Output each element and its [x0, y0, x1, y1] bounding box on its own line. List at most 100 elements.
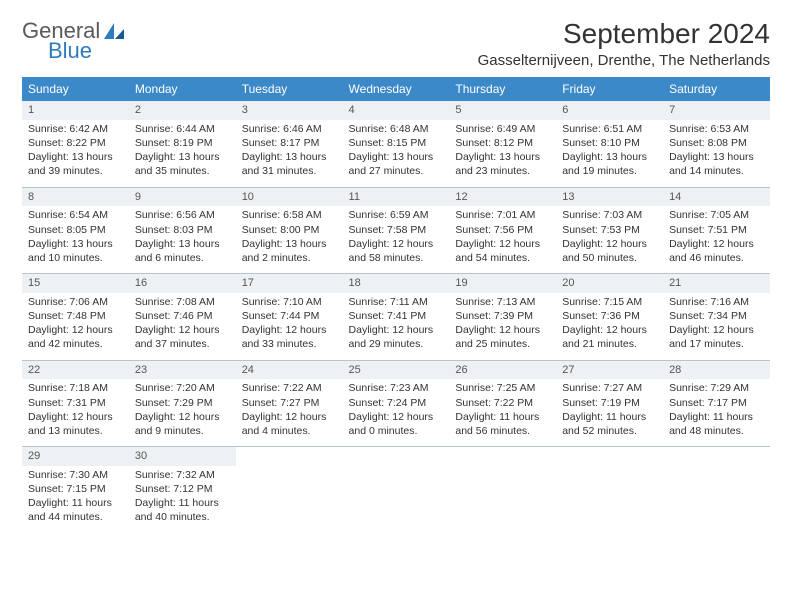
calendar-cell: 14Sunrise: 7:05 AMSunset: 7:51 PMDayligh…: [663, 187, 770, 274]
daylight-line: Daylight: 11 hours and 44 minutes.: [28, 496, 123, 524]
day-number: 30: [129, 447, 236, 466]
sunset-line: Sunset: 7:44 PM: [242, 309, 337, 323]
daylight-line: Daylight: 13 hours and 31 minutes.: [242, 150, 337, 178]
calendar-cell: 12Sunrise: 7:01 AMSunset: 7:56 PMDayligh…: [449, 187, 556, 274]
sunset-line: Sunset: 7:41 PM: [349, 309, 444, 323]
calendar-cell: 7Sunrise: 6:53 AMSunset: 8:08 PMDaylight…: [663, 101, 770, 187]
sunrise-line: Sunrise: 7:06 AM: [28, 295, 123, 309]
sunrise-line: Sunrise: 7:23 AM: [349, 381, 444, 395]
sunset-line: Sunset: 7:36 PM: [562, 309, 657, 323]
calendar-header-row: SundayMondayTuesdayWednesdayThursdayFrid…: [22, 77, 770, 101]
daylight-line: Daylight: 13 hours and 10 minutes.: [28, 237, 123, 265]
calendar-cell: 11Sunrise: 6:59 AMSunset: 7:58 PMDayligh…: [343, 187, 450, 274]
logo: General Blue: [22, 18, 126, 44]
sunset-line: Sunset: 8:00 PM: [242, 223, 337, 237]
day-number: 25: [343, 361, 450, 380]
daylight-line: Daylight: 12 hours and 0 minutes.: [349, 410, 444, 438]
sunset-line: Sunset: 7:22 PM: [455, 396, 550, 410]
daylight-line: Daylight: 13 hours and 6 minutes.: [135, 237, 230, 265]
calendar-row: 8Sunrise: 6:54 AMSunset: 8:05 PMDaylight…: [22, 187, 770, 274]
sunrise-line: Sunrise: 6:44 AM: [135, 122, 230, 136]
sunset-line: Sunset: 7:24 PM: [349, 396, 444, 410]
calendar-cell: 10Sunrise: 6:58 AMSunset: 8:00 PMDayligh…: [236, 187, 343, 274]
sunrise-line: Sunrise: 7:03 AM: [562, 208, 657, 222]
calendar-cell: 19Sunrise: 7:13 AMSunset: 7:39 PMDayligh…: [449, 274, 556, 361]
sunset-line: Sunset: 8:05 PM: [28, 223, 123, 237]
day-number: 2: [129, 101, 236, 120]
day-number: 3: [236, 101, 343, 120]
sunset-line: Sunset: 7:58 PM: [349, 223, 444, 237]
sunrise-line: Sunrise: 7:27 AM: [562, 381, 657, 395]
calendar-cell: 27Sunrise: 7:27 AMSunset: 7:19 PMDayligh…: [556, 360, 663, 447]
day-number: 9: [129, 188, 236, 207]
logo-word2: Blue: [48, 38, 92, 64]
day-number: 27: [556, 361, 663, 380]
sunset-line: Sunset: 7:12 PM: [135, 482, 230, 496]
calendar-cell: 22Sunrise: 7:18 AMSunset: 7:31 PMDayligh…: [22, 360, 129, 447]
sunset-line: Sunset: 8:15 PM: [349, 136, 444, 150]
sunrise-line: Sunrise: 7:08 AM: [135, 295, 230, 309]
sunset-line: Sunset: 8:03 PM: [135, 223, 230, 237]
day-number: 29: [22, 447, 129, 466]
day-number: 24: [236, 361, 343, 380]
daylight-line: Daylight: 12 hours and 29 minutes.: [349, 323, 444, 351]
daylight-line: Daylight: 13 hours and 19 minutes.: [562, 150, 657, 178]
calendar-cell: 24Sunrise: 7:22 AMSunset: 7:27 PMDayligh…: [236, 360, 343, 447]
calendar-row: 29Sunrise: 7:30 AMSunset: 7:15 PMDayligh…: [22, 447, 770, 533]
sunset-line: Sunset: 8:08 PM: [669, 136, 764, 150]
daylight-line: Daylight: 13 hours and 27 minutes.: [349, 150, 444, 178]
daylight-line: Daylight: 12 hours and 37 minutes.: [135, 323, 230, 351]
weekday-header: Thursday: [449, 77, 556, 101]
daylight-line: Daylight: 13 hours and 39 minutes.: [28, 150, 123, 178]
day-number: 10: [236, 188, 343, 207]
daylight-line: Daylight: 11 hours and 40 minutes.: [135, 496, 230, 524]
sunrise-line: Sunrise: 7:25 AM: [455, 381, 550, 395]
location-subtitle: Gasselternijveen, Drenthe, The Netherlan…: [478, 52, 770, 69]
daylight-line: Daylight: 12 hours and 42 minutes.: [28, 323, 123, 351]
daylight-line: Daylight: 12 hours and 25 minutes.: [455, 323, 550, 351]
calendar-cell: 18Sunrise: 7:11 AMSunset: 7:41 PMDayligh…: [343, 274, 450, 361]
sunrise-line: Sunrise: 7:29 AM: [669, 381, 764, 395]
calendar-cell: 26Sunrise: 7:25 AMSunset: 7:22 PMDayligh…: [449, 360, 556, 447]
day-number: 14: [663, 188, 770, 207]
day-number: 6: [556, 101, 663, 120]
calendar-cell: [556, 447, 663, 533]
sunrise-line: Sunrise: 7:15 AM: [562, 295, 657, 309]
day-number: 23: [129, 361, 236, 380]
weekday-header: Wednesday: [343, 77, 450, 101]
day-number: 18: [343, 274, 450, 293]
page-title: September 2024: [478, 18, 770, 50]
day-number: 19: [449, 274, 556, 293]
day-number: 12: [449, 188, 556, 207]
sunrise-line: Sunrise: 6:53 AM: [669, 122, 764, 136]
sunrise-line: Sunrise: 6:59 AM: [349, 208, 444, 222]
sunset-line: Sunset: 8:10 PM: [562, 136, 657, 150]
calendar-table: SundayMondayTuesdayWednesdayThursdayFrid…: [22, 77, 770, 533]
calendar-cell: 30Sunrise: 7:32 AMSunset: 7:12 PMDayligh…: [129, 447, 236, 533]
weekday-header: Sunday: [22, 77, 129, 101]
sunset-line: Sunset: 7:19 PM: [562, 396, 657, 410]
sunrise-line: Sunrise: 6:54 AM: [28, 208, 123, 222]
weekday-header: Saturday: [663, 77, 770, 101]
sunset-line: Sunset: 8:17 PM: [242, 136, 337, 150]
calendar-cell: [236, 447, 343, 533]
day-number: 16: [129, 274, 236, 293]
calendar-cell: 17Sunrise: 7:10 AMSunset: 7:44 PMDayligh…: [236, 274, 343, 361]
sunset-line: Sunset: 8:22 PM: [28, 136, 123, 150]
day-number: 21: [663, 274, 770, 293]
day-number: 11: [343, 188, 450, 207]
calendar-body: 1Sunrise: 6:42 AMSunset: 8:22 PMDaylight…: [22, 101, 770, 533]
day-number: 28: [663, 361, 770, 380]
day-number: 4: [343, 101, 450, 120]
title-block: September 2024 Gasselternijveen, Drenthe…: [478, 18, 770, 69]
sunrise-line: Sunrise: 6:49 AM: [455, 122, 550, 136]
daylight-line: Daylight: 13 hours and 2 minutes.: [242, 237, 337, 265]
day-number: 22: [22, 361, 129, 380]
sunrise-line: Sunrise: 7:13 AM: [455, 295, 550, 309]
calendar-row: 22Sunrise: 7:18 AMSunset: 7:31 PMDayligh…: [22, 360, 770, 447]
daylight-line: Daylight: 12 hours and 58 minutes.: [349, 237, 444, 265]
daylight-line: Daylight: 12 hours and 46 minutes.: [669, 237, 764, 265]
sunrise-line: Sunrise: 7:16 AM: [669, 295, 764, 309]
calendar-cell: 29Sunrise: 7:30 AMSunset: 7:15 PMDayligh…: [22, 447, 129, 533]
sunset-line: Sunset: 8:12 PM: [455, 136, 550, 150]
